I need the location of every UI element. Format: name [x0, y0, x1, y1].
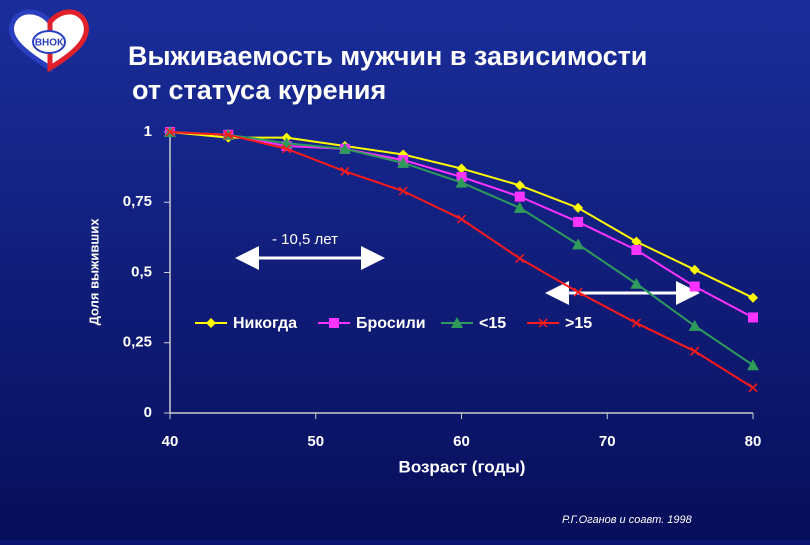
- x-tick-label: 60: [453, 433, 470, 450]
- point: [748, 312, 758, 323]
- legend-label: >15: [565, 315, 592, 332]
- annotation: - 10,5 лет: [272, 231, 338, 248]
- point: [631, 245, 642, 256]
- y-tick-label: 1: [144, 123, 152, 140]
- point: [397, 156, 410, 168]
- x-tick-label: 80: [745, 433, 762, 450]
- source: Р.Г.Оганов и соавт. 1998: [562, 514, 693, 526]
- title-line: от статуса курения: [132, 75, 386, 105]
- point: [748, 383, 758, 393]
- point: [690, 346, 700, 356]
- legend-label: Никогда: [233, 315, 297, 332]
- point: [340, 166, 350, 176]
- legend-label: Бросили: [356, 315, 426, 332]
- point: [538, 318, 548, 328]
- point: [572, 238, 585, 250]
- point: [456, 214, 467, 224]
- x-axis-label: Возраст (годы): [399, 457, 526, 476]
- x-tick-label: 50: [307, 433, 324, 450]
- point: [338, 142, 351, 154]
- logo: ВНОК: [8, 9, 89, 73]
- point: [165, 127, 175, 137]
- point: [630, 277, 643, 289]
- point: [631, 318, 641, 328]
- y-tick-label: 0,5: [131, 263, 152, 280]
- legend-label: <15: [479, 315, 506, 332]
- point: [747, 359, 759, 371]
- point: [223, 130, 233, 140]
- point: [573, 287, 583, 297]
- point: [689, 281, 700, 292]
- y-tick-label: 0: [144, 404, 152, 421]
- y-tick-label: 0,75: [123, 193, 152, 210]
- point: [514, 191, 525, 202]
- point: [631, 236, 642, 247]
- point: [282, 144, 292, 154]
- point: [456, 163, 467, 174]
- point: [689, 264, 700, 275]
- y-axis-label: Доля выживших: [86, 218, 101, 326]
- point: [206, 318, 216, 328]
- point: [329, 318, 339, 328]
- point: [455, 176, 468, 188]
- point: [513, 201, 526, 213]
- point: [451, 317, 463, 328]
- point: [748, 292, 758, 303]
- point: [398, 186, 408, 196]
- point: [515, 253, 525, 263]
- y-tick-label: 0,25: [123, 334, 152, 351]
- logo-text: ВНОК: [35, 38, 64, 49]
- point: [688, 319, 701, 331]
- point: [573, 216, 584, 227]
- point: [514, 180, 525, 191]
- x-tick-label: 40: [162, 433, 179, 450]
- point: [573, 202, 584, 213]
- x-tick-label: 70: [599, 433, 616, 450]
- title-line: Выживаемость мужчин в зависимости: [128, 41, 647, 71]
